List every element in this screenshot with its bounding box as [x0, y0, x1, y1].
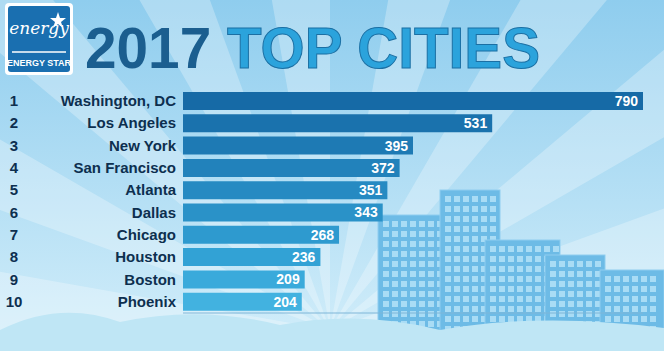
svg-text:372: 372: [371, 160, 395, 176]
svg-text:395: 395: [385, 138, 409, 154]
svg-text:236: 236: [292, 249, 316, 265]
svg-text:2017 TOP CITIES: 2017 TOP CITIES: [85, 15, 540, 80]
svg-text:Los Angeles: Los Angeles: [87, 114, 176, 131]
svg-text:10: 10: [6, 293, 23, 310]
svg-text:Dallas: Dallas: [132, 204, 176, 221]
svg-text:8: 8: [10, 248, 18, 265]
svg-text:San Francisco: San Francisco: [73, 159, 176, 176]
svg-text:7: 7: [10, 226, 18, 243]
svg-text:energy: energy: [9, 18, 69, 38]
svg-text:6: 6: [10, 204, 18, 221]
svg-text:1: 1: [10, 92, 18, 109]
svg-text:Washington, DC: Washington, DC: [61, 92, 176, 109]
svg-text:343: 343: [354, 204, 378, 220]
svg-text:Houston: Houston: [115, 248, 176, 265]
svg-text:4: 4: [10, 159, 19, 176]
svg-text:204: 204: [273, 294, 297, 310]
svg-text:2: 2: [10, 114, 18, 131]
svg-text:New York: New York: [109, 137, 177, 154]
svg-text:3: 3: [10, 137, 18, 154]
svg-text:Boston: Boston: [124, 271, 176, 288]
svg-text:351: 351: [359, 182, 383, 198]
svg-text:531: 531: [464, 115, 488, 131]
svg-text:Phoenix: Phoenix: [118, 293, 177, 310]
svg-text:Atlanta: Atlanta: [125, 181, 176, 198]
svg-text:209: 209: [276, 271, 300, 287]
svg-text:Chicago: Chicago: [117, 226, 176, 243]
svg-text:790: 790: [615, 93, 639, 109]
svg-text:268: 268: [311, 227, 335, 243]
svg-text:5: 5: [10, 181, 18, 198]
svg-text:ENERGY STAR: ENERGY STAR: [7, 58, 72, 68]
svg-text:9: 9: [10, 271, 18, 288]
